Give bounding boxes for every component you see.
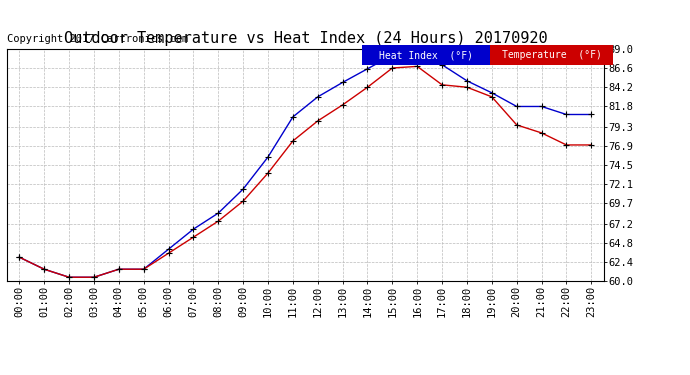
FancyBboxPatch shape xyxy=(491,45,613,65)
Title: Outdoor Temperature vs Heat Index (24 Hours) 20170920: Outdoor Temperature vs Heat Index (24 Ho… xyxy=(63,31,547,46)
Text: Copyright 2017 Cartronics.com: Copyright 2017 Cartronics.com xyxy=(7,34,188,44)
Text: Heat Index  (°F): Heat Index (°F) xyxy=(380,50,473,60)
FancyBboxPatch shape xyxy=(362,45,491,65)
Text: Temperature  (°F): Temperature (°F) xyxy=(502,50,602,60)
